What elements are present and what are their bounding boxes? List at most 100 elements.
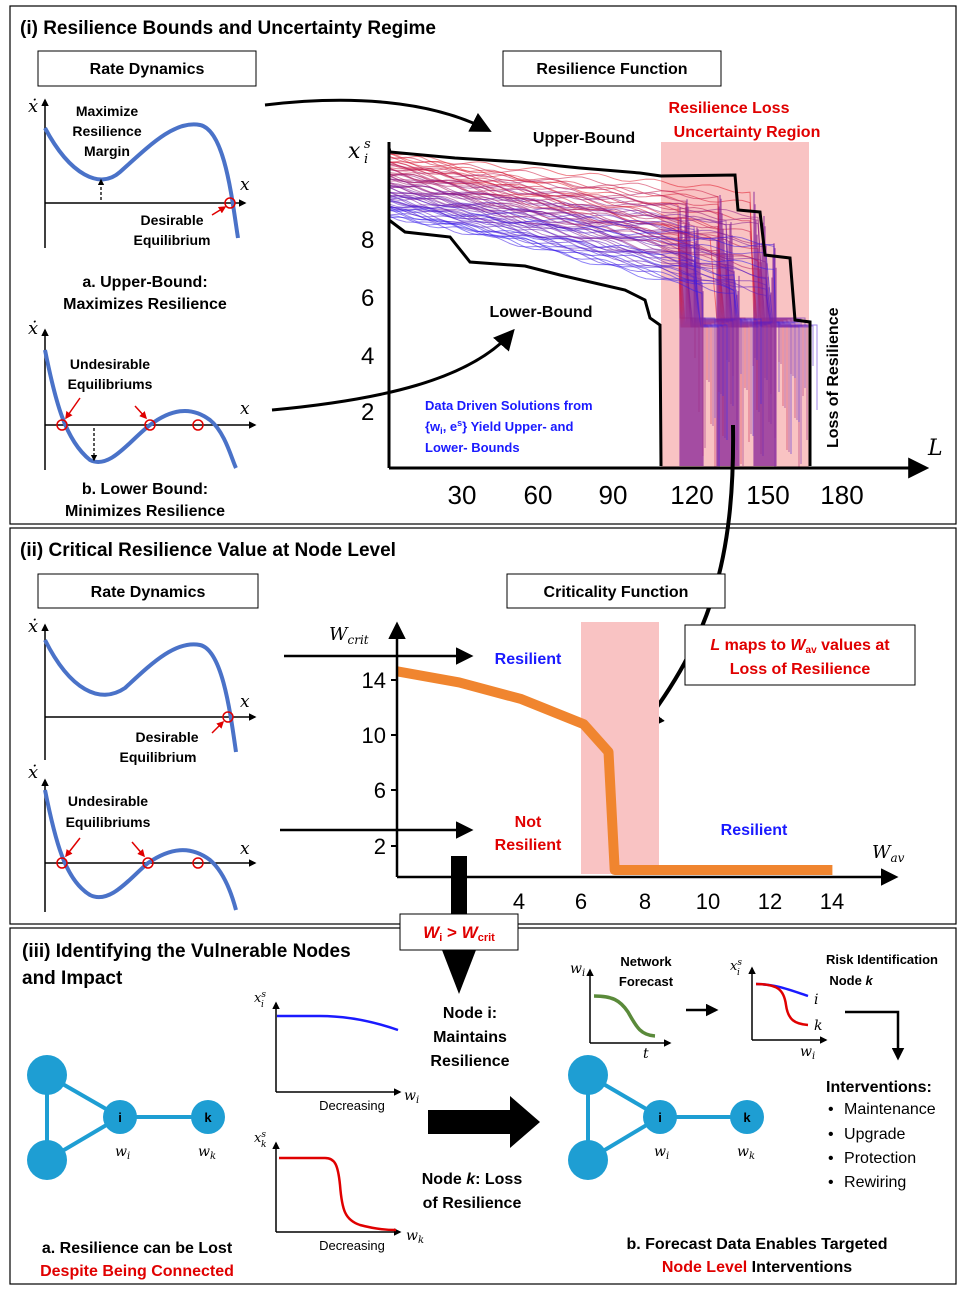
arrow-upper-to-chart	[264, 98, 492, 132]
chart1-xtick-90: 90	[599, 480, 628, 510]
trajectory-line	[389, 197, 776, 468]
risk-k-label: k	[814, 1018, 822, 1034]
trajectory-line	[389, 208, 796, 378]
xdot-label-3: ẋ	[28, 616, 38, 637]
node-i-label-a: i	[118, 1110, 122, 1125]
not-resilient-line1: Not	[515, 814, 542, 831]
chart2-xtick-4: 4	[513, 889, 525, 914]
wi-wcrit-box	[399, 913, 519, 951]
chart2-ytick-6: 6	[374, 778, 386, 803]
chart1-ytick-4: 4	[361, 343, 374, 370]
chart2-xtick-14: 14	[820, 889, 844, 914]
maximize-line2: Resilience	[72, 123, 141, 139]
chart1-ytick-2: 2	[361, 399, 374, 426]
risk-to-interventions-arrow	[845, 1010, 905, 1061]
xk-plot-ylabel: xs k	[254, 1130, 266, 1150]
trajectory-line	[389, 161, 776, 438]
network-forecast-plot	[586, 968, 672, 1047]
desirable-eq-1b: Equilibrium	[134, 232, 211, 248]
chart2-ytick-2: 2	[374, 834, 386, 859]
chart1-xtick-60: 60	[524, 480, 553, 510]
data-driven-line2: {wi, es} Yield Upper- and	[425, 418, 573, 436]
caption-b-2: Node Level Interventions	[662, 1259, 852, 1276]
trajectory-line	[389, 216, 762, 404]
trajectory-line	[389, 156, 746, 388]
undesirable-eq-1a: Undesirable	[70, 356, 150, 372]
lower-bound-label: Lower-Bound	[489, 304, 592, 321]
trajectory-line	[389, 205, 742, 374]
chart1-ytick-8: 8	[361, 227, 374, 254]
trajectory-line	[389, 185, 760, 412]
chart2-ylabel: Wcrit	[329, 624, 369, 647]
interventions-title: Interventions:	[826, 1079, 932, 1096]
forecast-xlabel: t	[643, 1046, 649, 1062]
xk-decreasing-plot	[272, 1141, 402, 1236]
lower-bound-caption-1: b. Lower Bound:	[82, 481, 208, 498]
rate-dynamics-box-2	[37, 573, 259, 609]
node-k-label-a: k	[204, 1110, 212, 1125]
trajectory-line	[389, 185, 756, 358]
wi-wcrit-label: Wi > Wcrit	[423, 923, 495, 944]
resilience-function-chart	[387, 142, 930, 479]
criticality-function-chart	[388, 621, 899, 886]
xk-plot-xlabel: wk	[406, 1228, 424, 1246]
caption-b-1: b. Forecast Data Enables Targeted	[626, 1236, 887, 1253]
chart2-xtick-12: 12	[758, 889, 782, 914]
resilience-function-label: Resilience Function	[536, 61, 687, 78]
xdot-label-2: ẋ	[28, 318, 38, 339]
criticality-function-box	[506, 573, 726, 609]
chart2-xlabel: Wav	[872, 842, 905, 865]
not-resilient-line2: Resilient	[495, 837, 562, 854]
chart2-xtick-8: 8	[639, 889, 651, 914]
node-k-loss-1: Node k: Loss	[422, 1171, 523, 1188]
resilient-label-2: Resilient	[721, 822, 788, 839]
rate-dynamics-label-2: Rate Dynamics	[91, 584, 206, 601]
criticality-uncertainty-region	[581, 622, 659, 874]
intervention-item: • Maintenance	[828, 1101, 936, 1118]
desirable-rate-plot-2	[41, 623, 257, 760]
chart1-ylabel-sup: s	[364, 137, 371, 152]
xdot-label-4: ẋ	[28, 762, 38, 783]
risk-title-2: Node k	[829, 973, 873, 988]
maximize-line3: Margin	[84, 143, 130, 159]
intervention-item: • Protection	[828, 1150, 916, 1167]
chart2-ytick-14: 14	[362, 668, 386, 693]
upper-bound-label: Upper-Bound	[533, 130, 635, 147]
interventions-list: • Maintenance • Upgrade • Protection • R…	[828, 1101, 936, 1191]
chart1-xtick-30: 30	[448, 480, 477, 510]
desirable-eq-1a: Desirable	[140, 212, 203, 228]
trajectory-line	[389, 176, 782, 364]
loss-of-resilience-label: Loss of Resilience	[825, 307, 842, 448]
node-k-label-b: k	[743, 1110, 751, 1125]
x-label-3: x	[240, 692, 250, 712]
trajectory-line	[389, 191, 802, 464]
node-k-loss-2: of Resilience	[423, 1195, 522, 1212]
xdot-label-1: ẋ	[28, 96, 38, 117]
chart1-xtick-150: 150	[746, 480, 789, 510]
wk-label-a: wk	[198, 1144, 216, 1162]
panel-ii-title: (ii) Critical Resilience Value at Node L…	[20, 540, 396, 561]
desirable-eq-2a: Desirable	[135, 729, 198, 745]
chart2-ytick-10: 10	[362, 723, 386, 748]
data-driven-line3: Lower- Bounds	[425, 440, 520, 455]
risk-ylabel: xs i	[730, 958, 742, 978]
down-arrow-head	[442, 950, 476, 994]
trajectory-line	[389, 197, 764, 456]
wi-label-b: wi	[654, 1144, 669, 1162]
undesirable-eq-2b: Equilibriums	[66, 814, 151, 830]
wk-label-b: wk	[737, 1144, 755, 1162]
undesirable-eq-2a: Undesirable	[68, 793, 148, 809]
intervention-item: • Rewiring	[828, 1174, 906, 1191]
network-graph-a	[27, 1055, 225, 1180]
network-graph-b	[568, 1055, 764, 1180]
map-box	[684, 624, 916, 686]
panel-iii-title-1: (iii) Identifying the Vulnerable Nodes	[22, 941, 351, 962]
big-right-arrow	[428, 1096, 540, 1148]
chart1-ytick-6: 6	[361, 285, 374, 312]
node-i-maintains-3: Resilience	[430, 1053, 509, 1070]
criticality-curve	[396, 666, 833, 875]
region-label-2: Uncertainty Region	[674, 124, 821, 141]
data-driven-line1: Data Driven Solutions from	[425, 398, 593, 413]
chart1-ylabel: x	[348, 139, 361, 164]
trajectory-line	[389, 163, 720, 392]
